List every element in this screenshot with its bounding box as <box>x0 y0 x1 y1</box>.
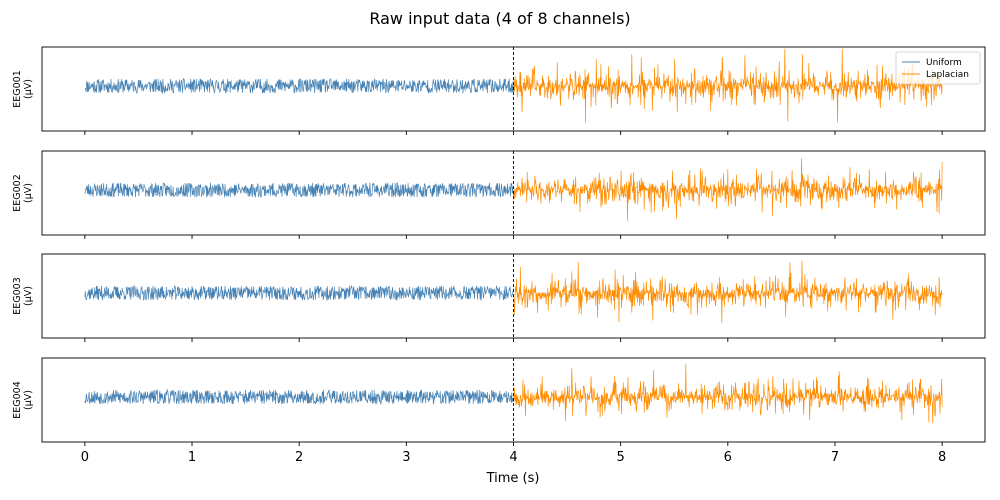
chart-title: Raw input data (4 of 8 channels) <box>369 9 630 28</box>
x-tick-label: 8 <box>938 450 946 465</box>
channel-name: EEG002 <box>12 174 23 212</box>
y-axis-label: EEG002(µV) <box>12 174 34 212</box>
x-tick-label: 5 <box>617 450 625 465</box>
trace-uniform <box>84 388 514 406</box>
trace-laplacian <box>513 48 943 124</box>
channel-name: EEG001 <box>12 70 23 108</box>
x-tick-label: 3 <box>402 450 410 465</box>
channel-unit: (µV) <box>23 390 34 410</box>
channel-panel-EEG004: EEG004(µV) <box>12 357 986 446</box>
channel-panel-EEG002: EEG002(µV) <box>12 150 986 239</box>
legend-box <box>895 51 981 85</box>
legend: Uniform Laplacian <box>895 51 981 85</box>
trace-laplacian <box>513 260 943 323</box>
x-tick-label: 1 <box>188 450 196 465</box>
trace-uniform <box>84 182 514 198</box>
channel-name: EEG004 <box>12 381 23 419</box>
x-tick-label: 6 <box>724 450 732 465</box>
x-axis-label: Time (s) <box>486 471 540 486</box>
channel-panels: EEG001(µV)UniformLaplacianEEG002(µV)EEG0… <box>12 46 986 446</box>
channel-unit: (µV) <box>23 286 34 306</box>
trace-laplacian <box>513 364 943 424</box>
trace-uniform <box>84 77 514 95</box>
x-tick-label: 0 <box>81 450 89 465</box>
channel-panel-EEG003: EEG003(µV) <box>12 253 986 342</box>
channel-panel-EEG001: EEG001(µV) Uniform Laplacian <box>12 46 986 135</box>
trace-uniform <box>84 284 514 302</box>
channel-unit: (µV) <box>23 183 34 203</box>
x-tick-label: 2 <box>295 450 303 465</box>
y-axis-label: EEG003(µV) <box>12 277 34 315</box>
y-axis-label: EEG004(µV) <box>12 381 34 419</box>
x-tick-label: 7 <box>831 450 839 465</box>
channel-name: EEG003 <box>12 277 23 315</box>
x-tick-label: 4 <box>509 450 517 465</box>
channel-unit: (µV) <box>23 79 34 99</box>
y-axis-label: EEG001(µV) <box>12 70 34 108</box>
trace-laplacian <box>513 158 943 221</box>
x-axis: 0 1 2 3 4 5 6 7 8 <box>81 450 947 465</box>
legend-entry: Laplacian <box>926 70 969 80</box>
legend-entry: Uniform <box>926 58 962 68</box>
